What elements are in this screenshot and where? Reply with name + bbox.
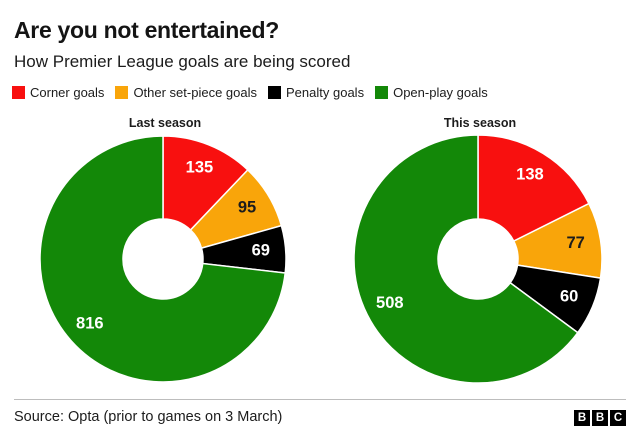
bbc-logo-letter: B bbox=[592, 410, 608, 426]
bbc-logo-letter: B bbox=[574, 410, 590, 426]
donut-chart: 135 95 69 816 bbox=[39, 135, 287, 383]
legend-item-label: Open-play goals bbox=[393, 85, 488, 100]
legend-item: Open-play goals bbox=[375, 86, 488, 99]
legend-item: Corner goals bbox=[12, 86, 104, 99]
source-note: Source: Opta (prior to games on 3 March) bbox=[14, 409, 283, 425]
donut-slice-value-label: 95 bbox=[238, 199, 256, 217]
donut-slice-value-label: 508 bbox=[376, 294, 404, 312]
donut-slice-value-label: 60 bbox=[560, 287, 578, 305]
page-subtitle: How Premier League goals are being score… bbox=[14, 52, 351, 71]
donut-slice bbox=[477, 134, 590, 243]
donut-slice bbox=[162, 135, 249, 232]
donut-slice bbox=[353, 134, 579, 384]
bbc-logo-letter: C bbox=[610, 410, 626, 426]
donut-chart: 138 77 60 508 bbox=[353, 134, 603, 384]
donut-slice-value-label: 135 bbox=[186, 158, 214, 176]
legend-item: Other set-piece goals bbox=[115, 86, 257, 99]
legend-swatch-icon bbox=[268, 86, 282, 99]
legend-item-label: Penalty goals bbox=[286, 85, 365, 100]
donut-slice bbox=[39, 135, 287, 383]
legend-item-label: Other set-piece goals bbox=[133, 85, 258, 100]
donut-slice-value-label: 816 bbox=[76, 315, 104, 333]
legend-swatch-icon bbox=[12, 86, 25, 99]
chart-heading-this-season: This season bbox=[443, 116, 517, 130]
page-title: Are you not entertained? bbox=[14, 17, 279, 43]
donut-slice-value-label: 138 bbox=[516, 165, 544, 183]
legend-swatch-icon bbox=[115, 86, 129, 99]
chart-legend: Corner goals Other set-piece goals Penalty… bbox=[12, 86, 488, 99]
chart-heading-last-season: Last season bbox=[128, 116, 202, 130]
footer-divider bbox=[14, 399, 626, 400]
legend-swatch-icon bbox=[375, 86, 389, 99]
donut-slice-value-label: 69 bbox=[252, 241, 270, 259]
legend-item-label: Corner goals bbox=[30, 85, 105, 100]
legend-item: Penalty goals bbox=[268, 86, 364, 99]
donut-slice-value-label: 77 bbox=[566, 234, 584, 252]
